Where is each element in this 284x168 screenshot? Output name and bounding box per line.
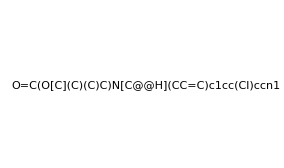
Text: O=C(O[C](C)(C)C)N[C@@H](CC=C)c1cc(Cl)ccn1: O=C(O[C](C)(C)C)N[C@@H](CC=C)c1cc(Cl)ccn… bbox=[11, 80, 280, 90]
